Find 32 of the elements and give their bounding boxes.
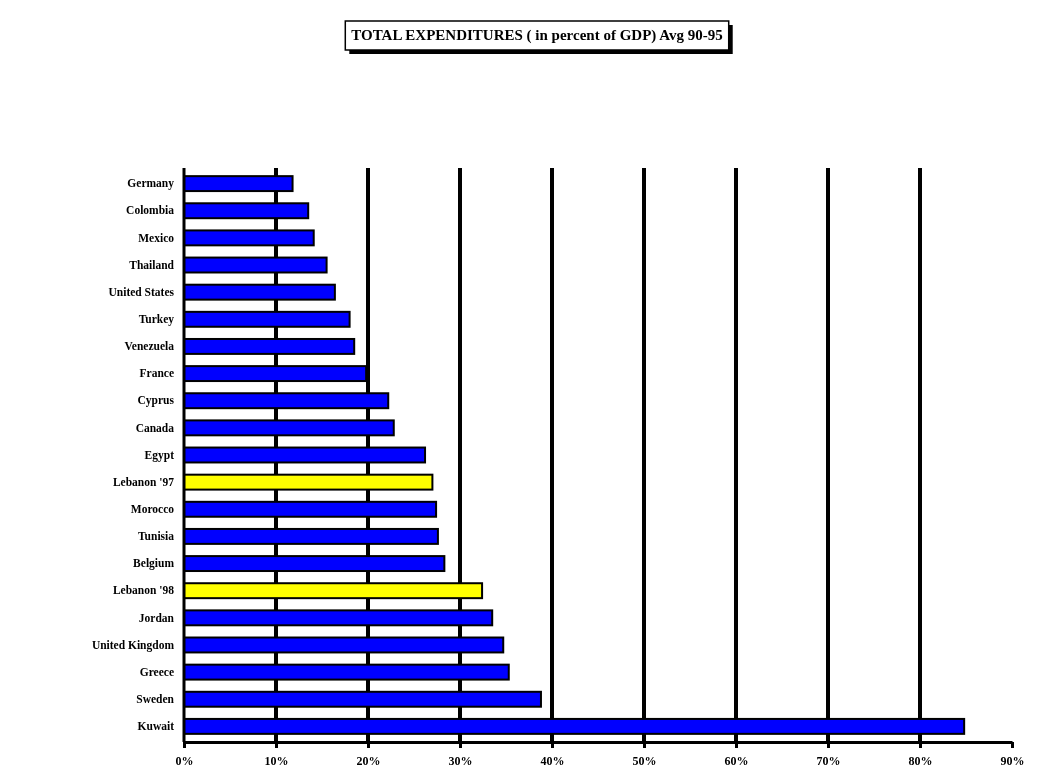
y-tick-label: Egypt — [144, 448, 175, 462]
x-tick-label: 90% — [1000, 754, 1025, 769]
y-tick-label: Venezuela — [124, 340, 175, 353]
y-tick-label: Jordan — [138, 611, 175, 624]
x-tick-label: 20% — [356, 754, 381, 769]
y-tick-label: Colombia — [126, 204, 175, 217]
y-tick-label: Morocco — [130, 502, 175, 515]
y-tick-label: Lebanon '98 — [112, 584, 175, 597]
y-tick-label: Sweden — [136, 692, 175, 705]
x-tick-label: 70% — [816, 754, 841, 769]
x-tick-label: 30% — [448, 754, 473, 769]
chart-title: TOTAL EXPENDITURES ( in percent of GDP) Avg 90-95 — [351, 27, 723, 44]
y-tick-label: United States — [108, 285, 175, 298]
x-tick-label: 10% — [264, 754, 289, 769]
y-tick-label: Cyprus — [137, 394, 175, 408]
x-tick-label: 0% — [175, 754, 194, 769]
y-tick-label: Kuwait — [137, 720, 175, 733]
x-tick-label: 80% — [908, 754, 933, 769]
y-tick-label: Tunisia — [137, 530, 175, 543]
y-tick-label: Belgium — [133, 557, 175, 571]
x-tick-label: 40% — [540, 754, 565, 769]
x-tick-label: 60% — [724, 754, 749, 769]
y-tick-label: France — [139, 367, 174, 380]
y-tick-label: Mexico — [138, 231, 175, 244]
y-tick-label: Thailand — [129, 258, 175, 271]
y-tick-label: Turkey — [138, 312, 175, 326]
y-tick-label: Germany — [127, 177, 175, 191]
x-tick-label: 50% — [632, 754, 657, 769]
y-tick-label: United Kingdom — [91, 638, 175, 652]
y-tick-label: Canada — [135, 421, 175, 434]
y-tick-label: Lebanon '97 — [112, 475, 175, 488]
y-tick-label: Greece — [139, 665, 174, 678]
